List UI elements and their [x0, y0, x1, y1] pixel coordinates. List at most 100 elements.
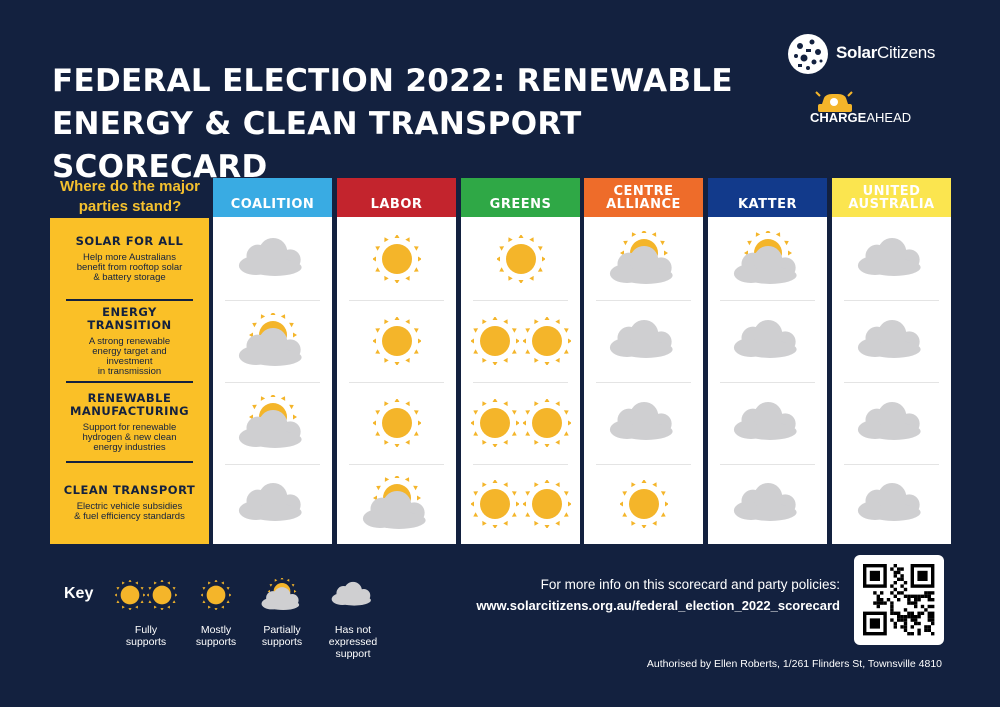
rating-cell [832, 382, 951, 464]
key-item: Fully supports [106, 578, 186, 648]
party-header: GREENS [461, 178, 580, 217]
cloud-icon [857, 237, 921, 276]
rating-cell [337, 464, 456, 544]
cell-divider [844, 300, 939, 301]
party-header: KATTER [708, 178, 827, 217]
sun-icon [522, 399, 571, 447]
cloud-icon [733, 482, 797, 521]
cloud-icon [331, 581, 371, 606]
sun-icon [372, 317, 421, 365]
key-label: Fully supports [125, 624, 167, 648]
rating-cell [213, 300, 332, 382]
rating-cell [337, 382, 456, 464]
sun-behind-cloud-icon [238, 313, 302, 366]
car-charge-icon [815, 91, 853, 112]
sun-icon [522, 480, 571, 528]
party-header: LABOR [337, 178, 456, 217]
solar-citizens-logo: SolarCitizens [786, 32, 946, 76]
sun-behind-cloud-icon [733, 230, 797, 284]
cell-divider [596, 382, 691, 383]
rating-cell [708, 464, 827, 544]
cell-divider [720, 382, 815, 383]
cloud-icon [609, 319, 673, 358]
charge-ahead-wordmark: CHARGEAHEAD [810, 110, 912, 125]
cloud-icon [857, 482, 921, 521]
rating-cell [708, 382, 827, 464]
category-panel: SOLAR FOR ALL Help more Australians benefi… [50, 218, 209, 544]
rating-cell [584, 217, 703, 300]
sun-icon [201, 580, 231, 610]
rating-cell [832, 300, 951, 382]
cell-divider [596, 464, 691, 465]
cloud-icon [238, 482, 302, 521]
sun-icon [470, 317, 519, 365]
key-icon [242, 578, 322, 612]
rating-cell [584, 300, 703, 382]
info-url-link[interactable]: www.solarcitizens.org.au/federal_electio… [476, 598, 840, 613]
cell-divider [349, 382, 444, 383]
rating-cell [708, 217, 827, 300]
rating-cell [213, 217, 332, 300]
cell-divider [225, 382, 320, 383]
category-heading: RENEWABLE MANUFACTURING [69, 390, 190, 418]
rating-cell [584, 382, 703, 464]
rating-cell [213, 382, 332, 464]
page-title: FEDERAL ELECTION 2022: RENEWABLE ENERGY … [52, 60, 772, 189]
party-header: UNITED AUSTRALIA [832, 178, 951, 217]
party-column: GREENS [461, 178, 580, 544]
cell-divider [473, 300, 568, 301]
cell-divider [225, 300, 320, 301]
key-icon [106, 578, 186, 612]
key-item: Has not expressed support [313, 578, 393, 660]
category-description: A strong renewable energy target and inves… [88, 335, 171, 377]
category-divider [66, 299, 193, 301]
sun-icon [470, 399, 519, 447]
category-heading: CLEAN TRANSPORT [63, 483, 196, 497]
category-description: Electric vehicle subsidies & fuel efficie… [74, 501, 185, 522]
category-divider [66, 381, 193, 383]
key-item: Mostly supports [176, 578, 256, 648]
cell-divider [473, 382, 568, 383]
cell-divider [596, 300, 691, 301]
qr-code[interactable] [854, 555, 944, 645]
qr-code-icon [863, 564, 935, 636]
cell-divider [349, 464, 444, 465]
cell-divider [349, 300, 444, 301]
sun-icon [115, 580, 145, 610]
key-icon [313, 578, 393, 612]
category-row: CLEAN TRANSPORT Electric vehicle subsidie… [50, 484, 209, 522]
cloud-icon [733, 319, 797, 358]
cell-divider [720, 300, 815, 301]
cell-divider [225, 464, 320, 465]
key-title: Key [64, 585, 94, 602]
rating-cell [461, 382, 580, 464]
cloud-icon [609, 401, 673, 440]
sun-icon [619, 480, 668, 528]
cloud-icon [857, 319, 921, 358]
solar-citizens-wordmark: SolarCitizens [836, 43, 936, 62]
party-column: UNITED AUSTRALIA [832, 178, 951, 544]
title-line-1: FEDERAL ELECTION 2022: RENEWABLE [52, 63, 733, 99]
charge-ahead-logo: CHARGEAHEAD [808, 88, 948, 132]
rating-cell [832, 217, 951, 300]
cloud-icon [238, 237, 302, 276]
rating-cell [461, 217, 580, 300]
cloud-icon [733, 401, 797, 440]
authorisation-text: Authorised by Ellen Roberts, 1/261 Flind… [646, 658, 942, 670]
info-text: For more info on this scorecard and part… [540, 577, 840, 592]
sun-icon [372, 399, 421, 447]
rating-cell [461, 464, 580, 544]
question-label: Where do the major parties stand? [59, 178, 201, 215]
sun-icon [470, 480, 519, 528]
category-row: RENEWABLE MANUFACTURING Support for renewa… [50, 390, 209, 453]
category-description: Help more Australians benefit from roofto… [76, 252, 183, 283]
sun-icon [522, 317, 571, 365]
cell-divider [473, 464, 568, 465]
key-icon [176, 578, 256, 612]
category-row: ENERGY TRANSITION A strong renewable energy… [50, 305, 209, 377]
rating-cell [708, 300, 827, 382]
party-column: CENTRE ALLIANCE [584, 178, 703, 544]
category-heading: SOLAR FOR ALL [75, 234, 184, 248]
party-column: LABOR [337, 178, 456, 544]
cloud-icon [857, 401, 921, 440]
